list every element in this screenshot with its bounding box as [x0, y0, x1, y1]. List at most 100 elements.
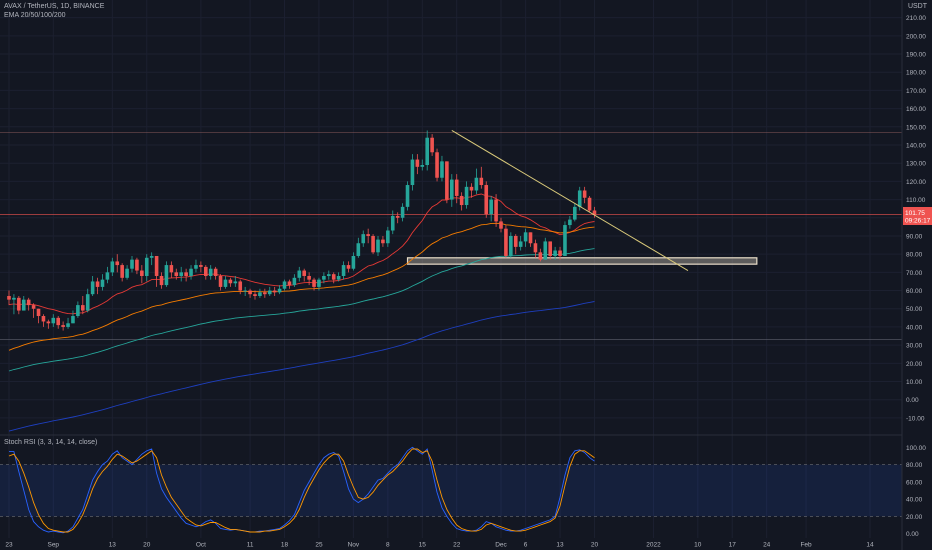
candle-body — [371, 235, 375, 253]
candle — [420, 159, 425, 171]
candle — [71, 310, 75, 324]
candle — [341, 261, 346, 280]
candle — [494, 194, 498, 227]
time-tick-label: 15 — [419, 542, 427, 549]
candle — [258, 288, 262, 298]
candle — [189, 265, 193, 280]
support-zone[interactable] — [406, 257, 758, 265]
candle — [12, 294, 16, 315]
candle — [307, 272, 311, 286]
candle — [464, 181, 469, 209]
candle — [135, 257, 139, 275]
candle — [292, 274, 297, 287]
candle — [110, 257, 115, 276]
candle-body — [553, 250, 557, 256]
candle-body — [144, 257, 149, 276]
candle-body — [238, 281, 243, 291]
candle-body — [400, 206, 405, 218]
candle-body — [346, 265, 351, 269]
price-tick-label: 210.00 — [906, 15, 926, 22]
candle-body — [430, 137, 434, 153]
candle — [400, 203, 405, 222]
candle-body — [381, 239, 385, 244]
candle — [371, 234, 375, 255]
candle — [223, 275, 228, 289]
candle-body — [76, 305, 80, 317]
candle — [90, 275, 95, 297]
candle — [582, 186, 587, 204]
candle — [7, 290, 11, 306]
candle — [331, 272, 336, 284]
candle-body — [105, 272, 110, 280]
candle-body — [587, 197, 592, 211]
candle — [253, 290, 257, 300]
candle-body — [184, 272, 188, 276]
candle-body — [95, 281, 100, 287]
candle — [558, 246, 562, 260]
candle — [543, 237, 548, 260]
candle-body — [120, 265, 124, 278]
candle-body — [56, 317, 60, 326]
time-tick-label: 11 — [247, 542, 254, 549]
stoch-tick-label: 80.00 — [906, 462, 923, 469]
candle — [435, 148, 439, 182]
candle-body — [390, 215, 395, 231]
candle-body — [450, 179, 454, 200]
candle-body — [366, 234, 370, 236]
stoch-axis[interactable]: 0.00 20.00 40.00 60.00 80.00 100.00 — [906, 445, 926, 538]
price-axis[interactable]: -10.00 0.00 10.00 20.00 30.00 40.00 50.00 60.00… — [906, 15, 926, 422]
candle — [450, 174, 454, 207]
candle — [21, 296, 26, 311]
time-tick-label: 23 — [5, 542, 13, 549]
candle-body — [248, 290, 252, 295]
candle-body — [592, 210, 597, 215]
candle — [51, 314, 56, 327]
candle-body — [194, 265, 198, 269]
ema-50-line — [8, 222, 595, 351]
candle-body — [322, 275, 326, 280]
candle — [31, 303, 36, 318]
candle — [386, 226, 390, 247]
stoch-tick-label: 60.00 — [906, 479, 923, 486]
candle — [553, 246, 557, 260]
candle-body — [518, 241, 523, 247]
candle-body — [351, 255, 356, 269]
candle-body — [474, 177, 479, 191]
time-tick-label: Feb — [800, 542, 812, 549]
candle-body — [17, 297, 21, 311]
candle-body — [454, 179, 459, 196]
candle-body — [189, 268, 193, 276]
candle — [263, 288, 267, 298]
stoch-rsi-label[interactable]: Stoch RSI (3, 3, 14, 14, close) — [4, 439, 98, 446]
candle — [351, 252, 356, 271]
time-tick-label: 20 — [143, 542, 151, 549]
candle-body — [287, 281, 292, 286]
candle — [17, 296, 21, 315]
ema-100-line — [8, 248, 595, 372]
candle-body — [312, 279, 316, 287]
candle — [154, 255, 159, 287]
candle — [381, 235, 385, 247]
candle — [587, 195, 592, 213]
ema-20-line — [8, 193, 595, 315]
descending-trendline[interactable] — [451, 130, 689, 271]
candle — [430, 134, 434, 156]
candle — [489, 195, 493, 222]
candle-body — [376, 239, 380, 253]
ema-indicator-label[interactable]: EMA 20/50/100/200 — [4, 12, 66, 19]
candle — [410, 154, 415, 191]
candle — [322, 272, 326, 284]
candle-body — [208, 268, 213, 276]
time-axis[interactable]: 23 Sep 13 20 Oct 11 18 25 Nov 8 15 22 Dec 6 13 20 2022 10… — [5, 542, 874, 549]
time-tick-label: 13 — [556, 542, 564, 549]
price-tick-label: 60.00 — [906, 288, 923, 295]
price-tick-label: 180.00 — [906, 70, 926, 77]
ema-200-line — [8, 301, 595, 432]
candle — [573, 203, 577, 222]
ema-lines — [8, 193, 595, 432]
candle — [528, 232, 533, 247]
candle-body — [130, 259, 134, 269]
candle — [513, 234, 518, 255]
symbol-title[interactable]: AVAX / TetherUS, 1D, BINANCE — [4, 3, 105, 10]
